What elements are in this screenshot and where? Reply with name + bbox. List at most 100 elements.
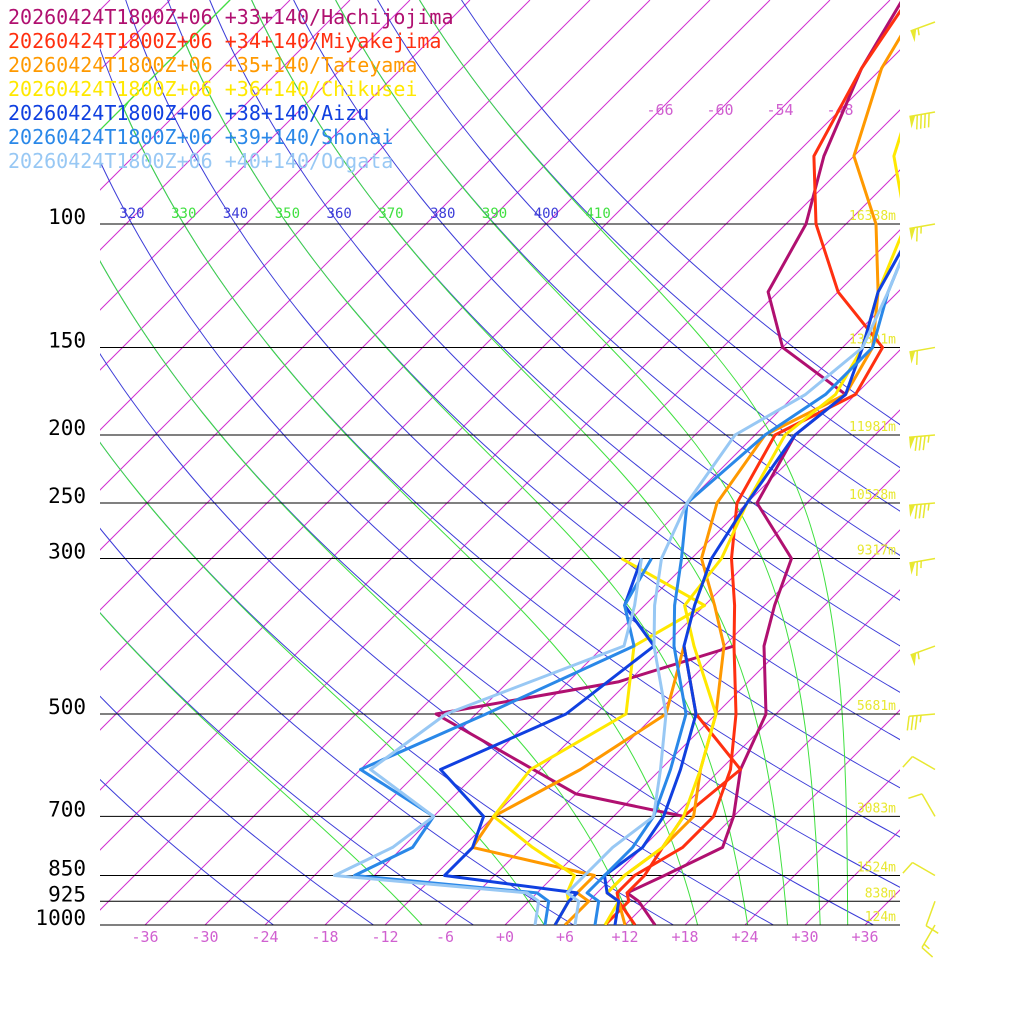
- height-label: 11981m: [849, 420, 896, 435]
- moist-adiabat-line: [419, 0, 849, 925]
- height-labels: 16338m13801m11981m10528m9317m5681m3083m1…: [849, 209, 896, 925]
- wind-barb: [908, 793, 936, 817]
- temperature-line-chikusei: [603, 131, 900, 925]
- isotherm-line: [100, 0, 891, 791]
- isotherm-line: [100, 0, 411, 311]
- legend-entry: 20260424T1800Z+06 +36+140/Chikusei: [8, 77, 417, 101]
- moist-adiabat-line: [185, 0, 749, 925]
- dry-adiabat-line: [100, 353, 774, 925]
- wind-barb: [909, 557, 936, 576]
- wind-barb-flag: [916, 115, 919, 130]
- isotherm-line: [324, 349, 900, 925]
- temperature-line-hachijojima: [625, 0, 900, 925]
- wind-barb-flag: [916, 227, 919, 242]
- temperature-tick: +24: [731, 928, 758, 946]
- dry-adiabat-line: [293, 0, 900, 601]
- temperature-tick: +0: [496, 928, 514, 946]
- wind-barb: [921, 924, 936, 958]
- theta-label: 400: [534, 206, 559, 222]
- height-label: 9317m: [857, 543, 896, 558]
- dry-adiabat-line: [377, 0, 900, 512]
- legend-entry: 20260424T1800Z+06 +34+140/Miyakejima: [8, 29, 441, 53]
- wind-barb-half-flag: [917, 652, 920, 660]
- pressure-label: 1000: [35, 906, 86, 930]
- wind-barb-staff: [910, 21, 936, 32]
- wind-barb-staff: [912, 861, 936, 877]
- dry-adiabat-line: [100, 160, 900, 888]
- wind-barb-flag: [910, 715, 914, 731]
- isotherm-line: [100, 0, 291, 191]
- wind-barb: [909, 434, 936, 451]
- wind-barb-staff: [909, 434, 936, 439]
- height-label: 5681m: [857, 699, 896, 714]
- theta-label: 380: [430, 206, 455, 222]
- isotherm-line: [100, 0, 351, 251]
- temperature-tick: +36: [851, 928, 878, 946]
- temperature-tick: +18: [671, 928, 698, 946]
- wind-barb-flag: [914, 436, 918, 451]
- isotherm-line: [624, 649, 900, 925]
- wind-barb: [910, 645, 936, 667]
- wind-barb-staff: [921, 793, 936, 817]
- height-label: 838m: [865, 886, 896, 901]
- wind-barb: [910, 21, 936, 43]
- isotherm-line: [444, 469, 900, 925]
- dry-adiabat-line: [100, 527, 574, 925]
- moist-adiabat-line: [335, 0, 821, 925]
- wind-barb-flag: [906, 716, 910, 731]
- isotherm-line: [100, 0, 531, 431]
- isotherm-line: [100, 0, 711, 611]
- temperature-tick: -6: [436, 928, 454, 946]
- pressure-label: 250: [48, 484, 86, 508]
- wind-barb-flag: [908, 793, 923, 800]
- isotherm-line: [204, 229, 900, 925]
- moist-adiabat-line: [251, 0, 788, 925]
- wind-barb-staff: [912, 755, 936, 771]
- wind-barb-pennant: [910, 28, 917, 43]
- wind-barb-half-flag: [927, 435, 930, 443]
- dry-adiabat-lines: [100, 0, 900, 925]
- wind-barb-staff: [909, 713, 936, 717]
- wind-barb-flag: [914, 504, 918, 519]
- wind-barb-pennant: [910, 652, 917, 667]
- temperature-axis-ticks: -36 -30 -24 -18 -12 -6 +0 +6 +12 +18 +24 +30 +36: [131, 928, 878, 946]
- wind-barb-flag: [921, 946, 934, 958]
- isotherm-line: [100, 0, 651, 551]
- dry-adiabat-line: [125, 0, 900, 789]
- wind-barb-flag: [922, 435, 926, 451]
- pressure-label: 925: [48, 882, 86, 906]
- dry-adiabat-line: [100, 612, 474, 925]
- wind-barbs: [902, 21, 939, 958]
- temperature-tick: -18: [311, 928, 338, 946]
- wind-barb: [909, 111, 936, 130]
- wind-barb: [906, 713, 936, 731]
- pressure-label: 200: [48, 416, 86, 440]
- pressure-label: 500: [48, 695, 86, 719]
- wind-barb-staff: [910, 645, 936, 656]
- theta-label: 330: [171, 206, 196, 222]
- wind-barb-flag: [914, 715, 918, 730]
- temperature-line-oogata: [565, 258, 900, 925]
- theta-label: 360: [327, 206, 352, 222]
- wind-barb-pennant: [909, 561, 916, 575]
- height-label: 10528m: [849, 488, 896, 503]
- isotherm-line: [384, 409, 900, 925]
- wind-barb-flag: [918, 436, 922, 451]
- pressure-label: 150: [48, 328, 86, 352]
- legend-entry: 20260424T1800Z+06 +35+140/Tateyama: [8, 53, 417, 77]
- upper-isotherm-label: -66: [646, 101, 673, 119]
- wind-barb: [902, 755, 936, 771]
- sounding-profiles: [333, 0, 900, 925]
- wind-barb-staff: [921, 924, 936, 948]
- wind-barb-flag: [923, 113, 926, 129]
- wind-barb: [909, 223, 936, 242]
- wind-barb-flag: [916, 561, 919, 576]
- temperature-line-miyakejima: [615, 8, 900, 925]
- upper-isotherm-label: -54: [766, 101, 793, 119]
- temperature-tick: -24: [251, 928, 278, 946]
- dewpoint-line-chikusei: [492, 557, 707, 925]
- temperature-tick: -30: [191, 928, 218, 946]
